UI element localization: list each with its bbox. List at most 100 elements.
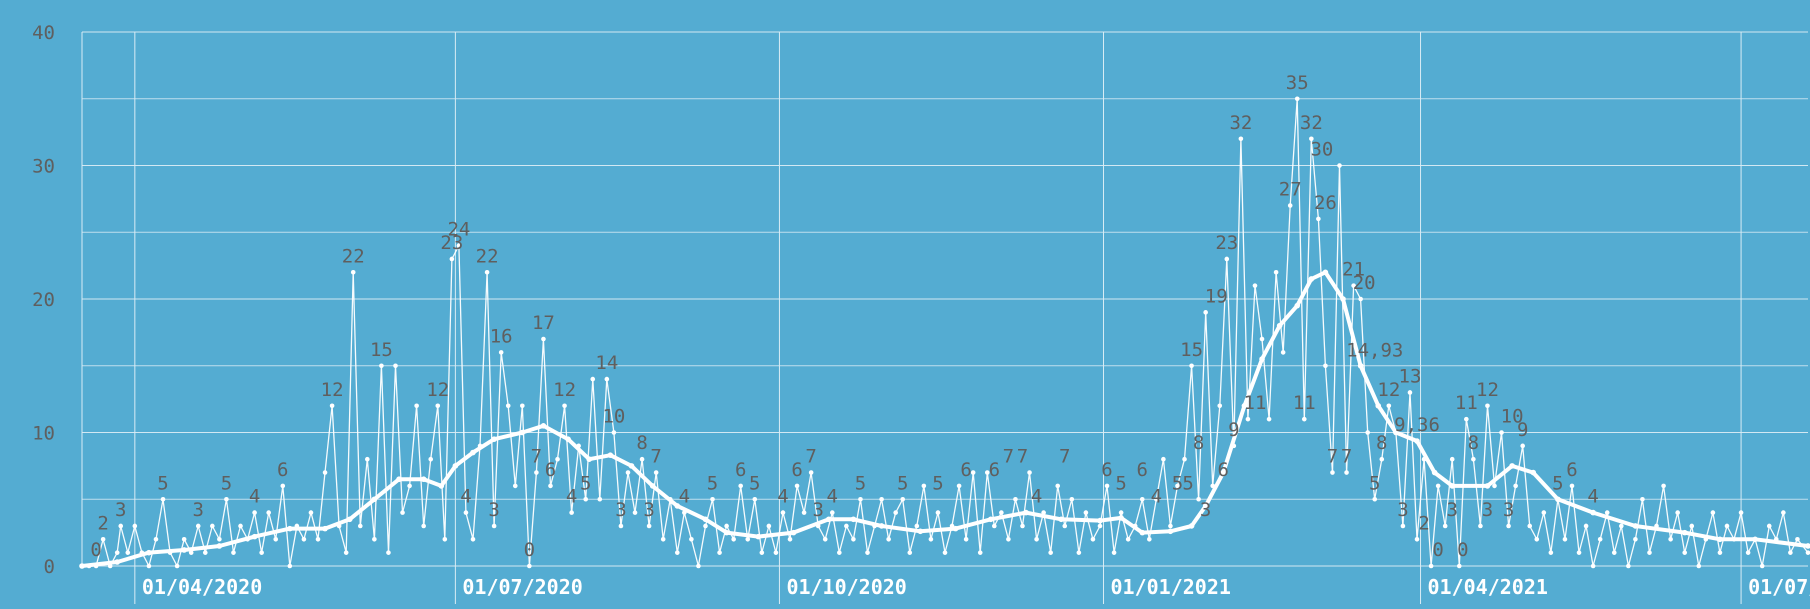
daily-data-point: [1492, 483, 1497, 489]
data-label: 6: [545, 459, 556, 481]
x-tick-label: 01/01/2021: [1111, 575, 1231, 599]
daily-data-point: [287, 563, 293, 569]
daily-data-point: [1414, 537, 1420, 542]
data-label: 5: [1369, 472, 1380, 494]
daily-data-point: [977, 550, 983, 555]
daily-data-point: [534, 470, 539, 475]
data-label: 12: [1377, 379, 1400, 401]
daily-data-point: [181, 537, 187, 542]
daily-data-point: [491, 523, 497, 529]
data-label: 16: [490, 325, 513, 347]
daily-data-point: [231, 550, 236, 555]
daily-data-point: [942, 550, 948, 555]
y-tick-label: 40: [32, 22, 55, 44]
data-label: 22: [342, 245, 365, 267]
daily-data-point: [1619, 523, 1624, 529]
average-data-point: [181, 547, 187, 553]
daily-data-point: [1527, 523, 1533, 529]
daily-data-point: [1668, 537, 1673, 542]
x-tick-label: 01/04/2020: [142, 575, 262, 599]
average-data-point: [79, 563, 85, 569]
data-label: 3: [1200, 499, 1211, 521]
daily-data-point: [822, 537, 828, 542]
daily-data-point: [921, 483, 927, 489]
daily-data-point: [1090, 537, 1096, 542]
average-data-point: [1484, 483, 1491, 489]
data-label: 4: [566, 486, 577, 508]
average-data-point: [1393, 429, 1399, 436]
daily-data-point: [787, 537, 793, 542]
daily-data-point: [463, 510, 469, 515]
average-data-point: [1509, 463, 1515, 469]
data-label: 5: [221, 472, 232, 494]
daily-data-point: [1548, 550, 1554, 555]
daily-data-point: [1273, 270, 1279, 275]
data-label: 5: [897, 472, 908, 494]
daily-data-point: [1717, 550, 1723, 555]
daily-data-point: [1196, 496, 1201, 502]
daily-data-point: [1788, 550, 1793, 555]
daily-data-point: [322, 470, 328, 475]
daily-data-point: [1203, 310, 1208, 315]
daily-data-point: [1633, 537, 1638, 542]
data-label: 6: [735, 459, 746, 481]
daily-data-point: [118, 523, 124, 529]
data-label: 15: [1180, 339, 1203, 361]
data-label: 7: [1327, 446, 1338, 468]
daily-data-point: [1478, 523, 1483, 529]
data-label: 7: [805, 446, 816, 468]
daily-data-point: [801, 510, 807, 515]
data-label: 3: [1482, 499, 1493, 521]
average-data-point: [755, 533, 762, 540]
data-label: 6: [960, 459, 971, 481]
daily-data-point: [1217, 403, 1223, 409]
average-data-point: [878, 523, 885, 529]
daily-data-point: [1118, 510, 1124, 515]
average-data-point: [216, 543, 223, 549]
daily-data-point: [738, 483, 743, 489]
data-label: 27: [1279, 179, 1302, 201]
daily-data-point: [132, 523, 138, 529]
data-label: 4: [827, 486, 838, 508]
daily-data-point: [1147, 537, 1152, 542]
daily-data-point: [1379, 456, 1385, 462]
daily-data-point: [773, 550, 779, 555]
daily-data-point: [1611, 550, 1617, 555]
data-label: 9: [1517, 419, 1528, 441]
daily-data-point: [1097, 523, 1103, 529]
average-data-point: [1294, 302, 1301, 309]
average-data-point: [114, 559, 121, 565]
data-label: 5: [932, 472, 943, 494]
daily-data-point: [202, 550, 208, 555]
data-label: 10: [1501, 406, 1524, 428]
data-label: 3: [193, 499, 204, 521]
data-label: 4: [1587, 486, 1598, 508]
daily-data-point: [1745, 550, 1751, 555]
daily-data-point: [653, 470, 659, 475]
daily-data-point: [928, 537, 934, 542]
daily-data-point: [1083, 510, 1089, 515]
daily-data-point: [174, 563, 180, 569]
daily-data-point: [252, 510, 257, 515]
average-data-point: [790, 529, 797, 536]
daily-data-point: [1323, 363, 1328, 369]
average-data-point: [702, 516, 709, 523]
daily-data-point: [505, 403, 511, 409]
data-label: 3: [1503, 499, 1514, 521]
daily-data-point: [379, 363, 384, 369]
average-data-point: [1220, 469, 1227, 476]
data-label: 17: [532, 312, 555, 334]
daily-data-point: [365, 456, 370, 462]
daily-data-point: [1316, 216, 1321, 222]
daily-data-point: [512, 483, 518, 489]
daily-data-point: [1301, 416, 1307, 422]
daily-data-point: [1182, 456, 1187, 462]
data-label: 0: [90, 539, 101, 561]
data-label: 5: [1182, 472, 1193, 494]
average-data-point: [1202, 503, 1209, 509]
daily-data-point: [1154, 496, 1159, 502]
daily-data-point: [393, 363, 398, 369]
data-label: 5: [1172, 472, 1183, 494]
data-label: 4: [1031, 486, 1042, 508]
daily-data-point: [639, 456, 645, 462]
